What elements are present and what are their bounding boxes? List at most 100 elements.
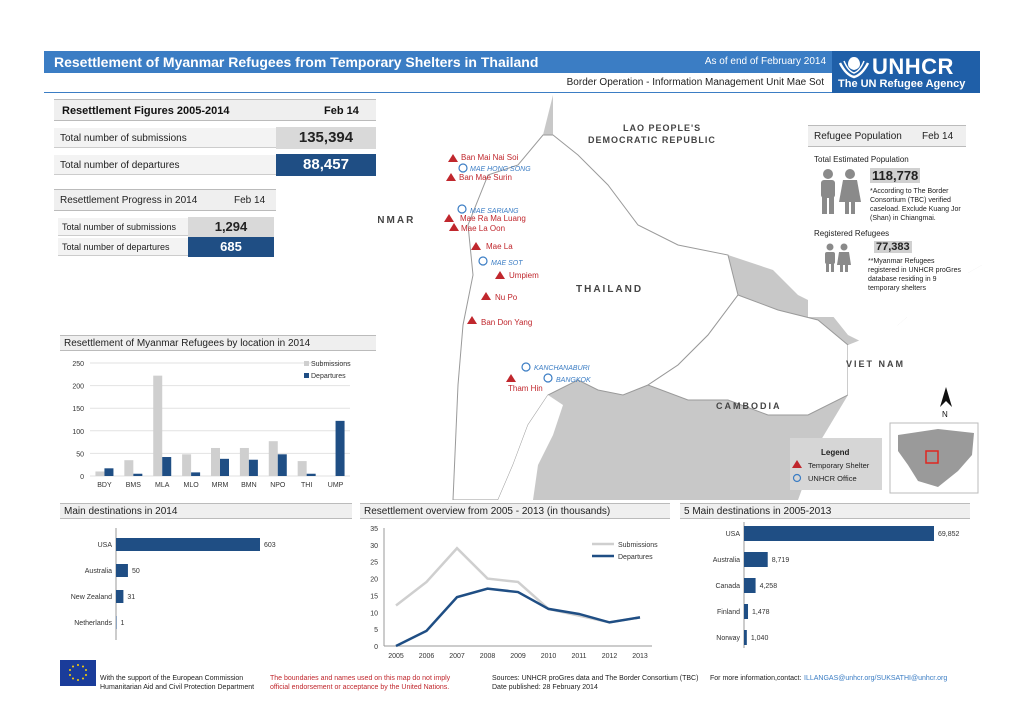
svg-text:Mae La Oon: Mae La Oon bbox=[461, 224, 505, 233]
bar-australia bbox=[744, 552, 768, 567]
category-label: Australia bbox=[85, 568, 112, 575]
progress-submissions-label: Total number of submissions bbox=[62, 222, 177, 232]
category-label: Canada bbox=[715, 583, 740, 590]
shelter-tham-hin[interactable]: Tham Hin bbox=[506, 374, 543, 393]
svg-text:Ban Don Yang: Ban Don Yang bbox=[481, 318, 532, 327]
svg-text:Tham Hin: Tham Hin bbox=[508, 384, 543, 393]
label-thailand: THAILAND bbox=[576, 284, 643, 295]
figures-header: Resettlement Figures 2005-2014 Feb 14 bbox=[54, 99, 376, 121]
svg-text:BANGKOK: BANGKOK bbox=[556, 377, 591, 384]
x-tick-label: 2006 bbox=[419, 653, 435, 660]
shelter-umpiem[interactable]: Umpiem bbox=[495, 271, 539, 280]
svg-text:UNHCR Office: UNHCR Office bbox=[808, 474, 857, 483]
land-thailand bbox=[452, 134, 739, 501]
sources-line: Sources: UNHCR proGres data and The Bord… bbox=[492, 675, 699, 682]
chart-main-2005-2013: USA 69,852 Australia 8,719 Canada 4,258 Finlan… bbox=[713, 522, 960, 648]
office-bangkok[interactable]: BANGKOK bbox=[543, 373, 591, 384]
x-tick-label: BDY bbox=[97, 482, 112, 489]
shelter-ban-mae-surin[interactable]: Ban Mae Surin bbox=[446, 173, 512, 182]
y-tick-label: 0 bbox=[80, 474, 84, 481]
category-label: New Zealand bbox=[71, 594, 112, 601]
legend-swatch bbox=[304, 361, 309, 366]
shelter-mae-la[interactable]: Mae La bbox=[471, 242, 513, 251]
figures-submissions-value: 135,394 bbox=[276, 127, 376, 149]
x-tick-label: 2008 bbox=[480, 653, 496, 660]
overview-title: Resettlement overview from 2005 - 2013 (… bbox=[364, 506, 611, 517]
line-submissions bbox=[395, 546, 641, 624]
y-tick-label: 5 bbox=[374, 627, 378, 634]
legend-label: Departures bbox=[618, 554, 653, 561]
office-kanchanaburi[interactable]: KANCHANABURI bbox=[521, 362, 590, 372]
population-title: Refugee Population bbox=[814, 131, 902, 142]
bar-canada bbox=[744, 578, 756, 593]
figures-period: Feb 14 bbox=[324, 105, 359, 117]
category-label: Australia bbox=[713, 557, 740, 564]
x-tick-label: 2012 bbox=[602, 653, 618, 660]
category-label: USA bbox=[98, 542, 113, 549]
x-tick-label: 2011 bbox=[571, 653, 586, 660]
figures-departures-label: Total number of departures bbox=[60, 160, 180, 171]
y-tick-label: 15 bbox=[370, 593, 378, 600]
svg-text:N: N bbox=[942, 410, 948, 419]
inset-highlight bbox=[925, 450, 939, 464]
svg-text:MAE HONG SONG: MAE HONG SONG bbox=[470, 166, 531, 173]
unit-name: Border Operation - Information Managemen… bbox=[566, 77, 824, 88]
chart-by-location: 0 50 100 150 200 250 BDY BMS MLA MLO MRM BMN NPO THI U… bbox=[72, 361, 351, 489]
bar-submissions-npo bbox=[268, 441, 278, 476]
shelter-nu-po[interactable]: Nu Po bbox=[481, 292, 518, 302]
population-panel: Refugee Population Feb 14 Total Estimate… bbox=[808, 125, 968, 317]
category-label: Netherlands bbox=[74, 620, 112, 627]
progress-departures-label: Total number of departures bbox=[62, 242, 170, 252]
bar-departures-mlo bbox=[191, 472, 201, 476]
total-population-value: 118,778 bbox=[870, 168, 921, 183]
shelter-ban-don-yang[interactable]: Ban Don Yang bbox=[467, 316, 532, 327]
x-tick-label: 2010 bbox=[541, 653, 557, 660]
svg-text:Nu Po: Nu Po bbox=[495, 293, 518, 302]
y-tick-label: 0 bbox=[374, 644, 378, 651]
value-label: 1 bbox=[121, 620, 125, 627]
land-myanmar bbox=[378, 95, 553, 500]
label-myanmar: MYANMAR bbox=[378, 215, 415, 226]
value-label: 1,478 bbox=[752, 609, 770, 616]
shelter-mae-ra-ma-luang[interactable]: Mae Ra Ma Luang bbox=[444, 214, 526, 223]
x-tick-label: 2007 bbox=[449, 653, 465, 660]
shelter-ban-mai-nai-soi[interactable]: Ban Mai Nai Soi bbox=[448, 153, 519, 162]
main-2005-2013-header: 5 Main destinations in 2005-2013 bbox=[680, 503, 970, 519]
shelter-mae-la-oon[interactable]: Mae La Oon bbox=[449, 223, 505, 233]
bar-new-zealand bbox=[116, 590, 124, 603]
x-tick-label: MRM bbox=[212, 482, 229, 489]
progress-departures-value: 685 bbox=[188, 237, 274, 257]
x-tick-label: 2013 bbox=[632, 653, 648, 660]
category-label: USA bbox=[726, 531, 741, 538]
registered-refugees-label: Registered Refugees bbox=[814, 229, 890, 238]
x-tick-label: 2005 bbox=[388, 653, 404, 660]
office-mae-sariang[interactable]: MAE SARIANG bbox=[457, 204, 519, 215]
bar-finland bbox=[744, 604, 749, 619]
contact-emails-link[interactable]: ILLANGAS@unhcr.org/SUKSATHI@unhcr.org bbox=[804, 675, 948, 682]
office-mae-sot[interactable]: MAE SOT bbox=[478, 256, 523, 267]
label-laos-1: LAO PEOPLE'S bbox=[623, 123, 701, 133]
support-line-1: With the support of the European Commiss… bbox=[100, 675, 244, 682]
figures-departures-row: Total number of departures bbox=[54, 155, 276, 175]
support-line-2: Humanitarian Aid and Civil Protection De… bbox=[100, 684, 255, 691]
disclaimer-line-1: The boundaries and names used on this ma… bbox=[270, 675, 451, 682]
svg-text:KANCHANABURI: KANCHANABURI bbox=[534, 365, 590, 372]
svg-text:Ban Mae Surin: Ban Mae Surin bbox=[459, 173, 512, 182]
legend-label: Submissions bbox=[311, 361, 351, 368]
logo-name: UNHCR bbox=[872, 54, 954, 79]
title-bar: Resettlement of Myanmar Refugees from Te… bbox=[44, 51, 832, 73]
bar-usa bbox=[744, 526, 934, 541]
population-period: Feb 14 bbox=[922, 131, 954, 142]
total-population-note: *According to The Border Consortium (TBC… bbox=[870, 188, 961, 222]
bar-submissions-mrm bbox=[211, 447, 220, 476]
x-tick-label: MLA bbox=[155, 482, 170, 489]
registered-people-icon bbox=[825, 243, 851, 272]
bar-usa bbox=[116, 538, 260, 551]
progress-submissions-row: Total number of submissions bbox=[58, 218, 188, 236]
office-mae-hong-song[interactable]: MAE HONG SONG bbox=[458, 163, 531, 173]
main-2014-header: Main destinations in 2014 bbox=[60, 503, 352, 519]
bar-departures-ump bbox=[335, 420, 345, 476]
x-tick-label: UMP bbox=[328, 482, 344, 489]
x-tick-label: THI bbox=[301, 482, 312, 489]
x-tick-label: BMN bbox=[241, 482, 257, 489]
